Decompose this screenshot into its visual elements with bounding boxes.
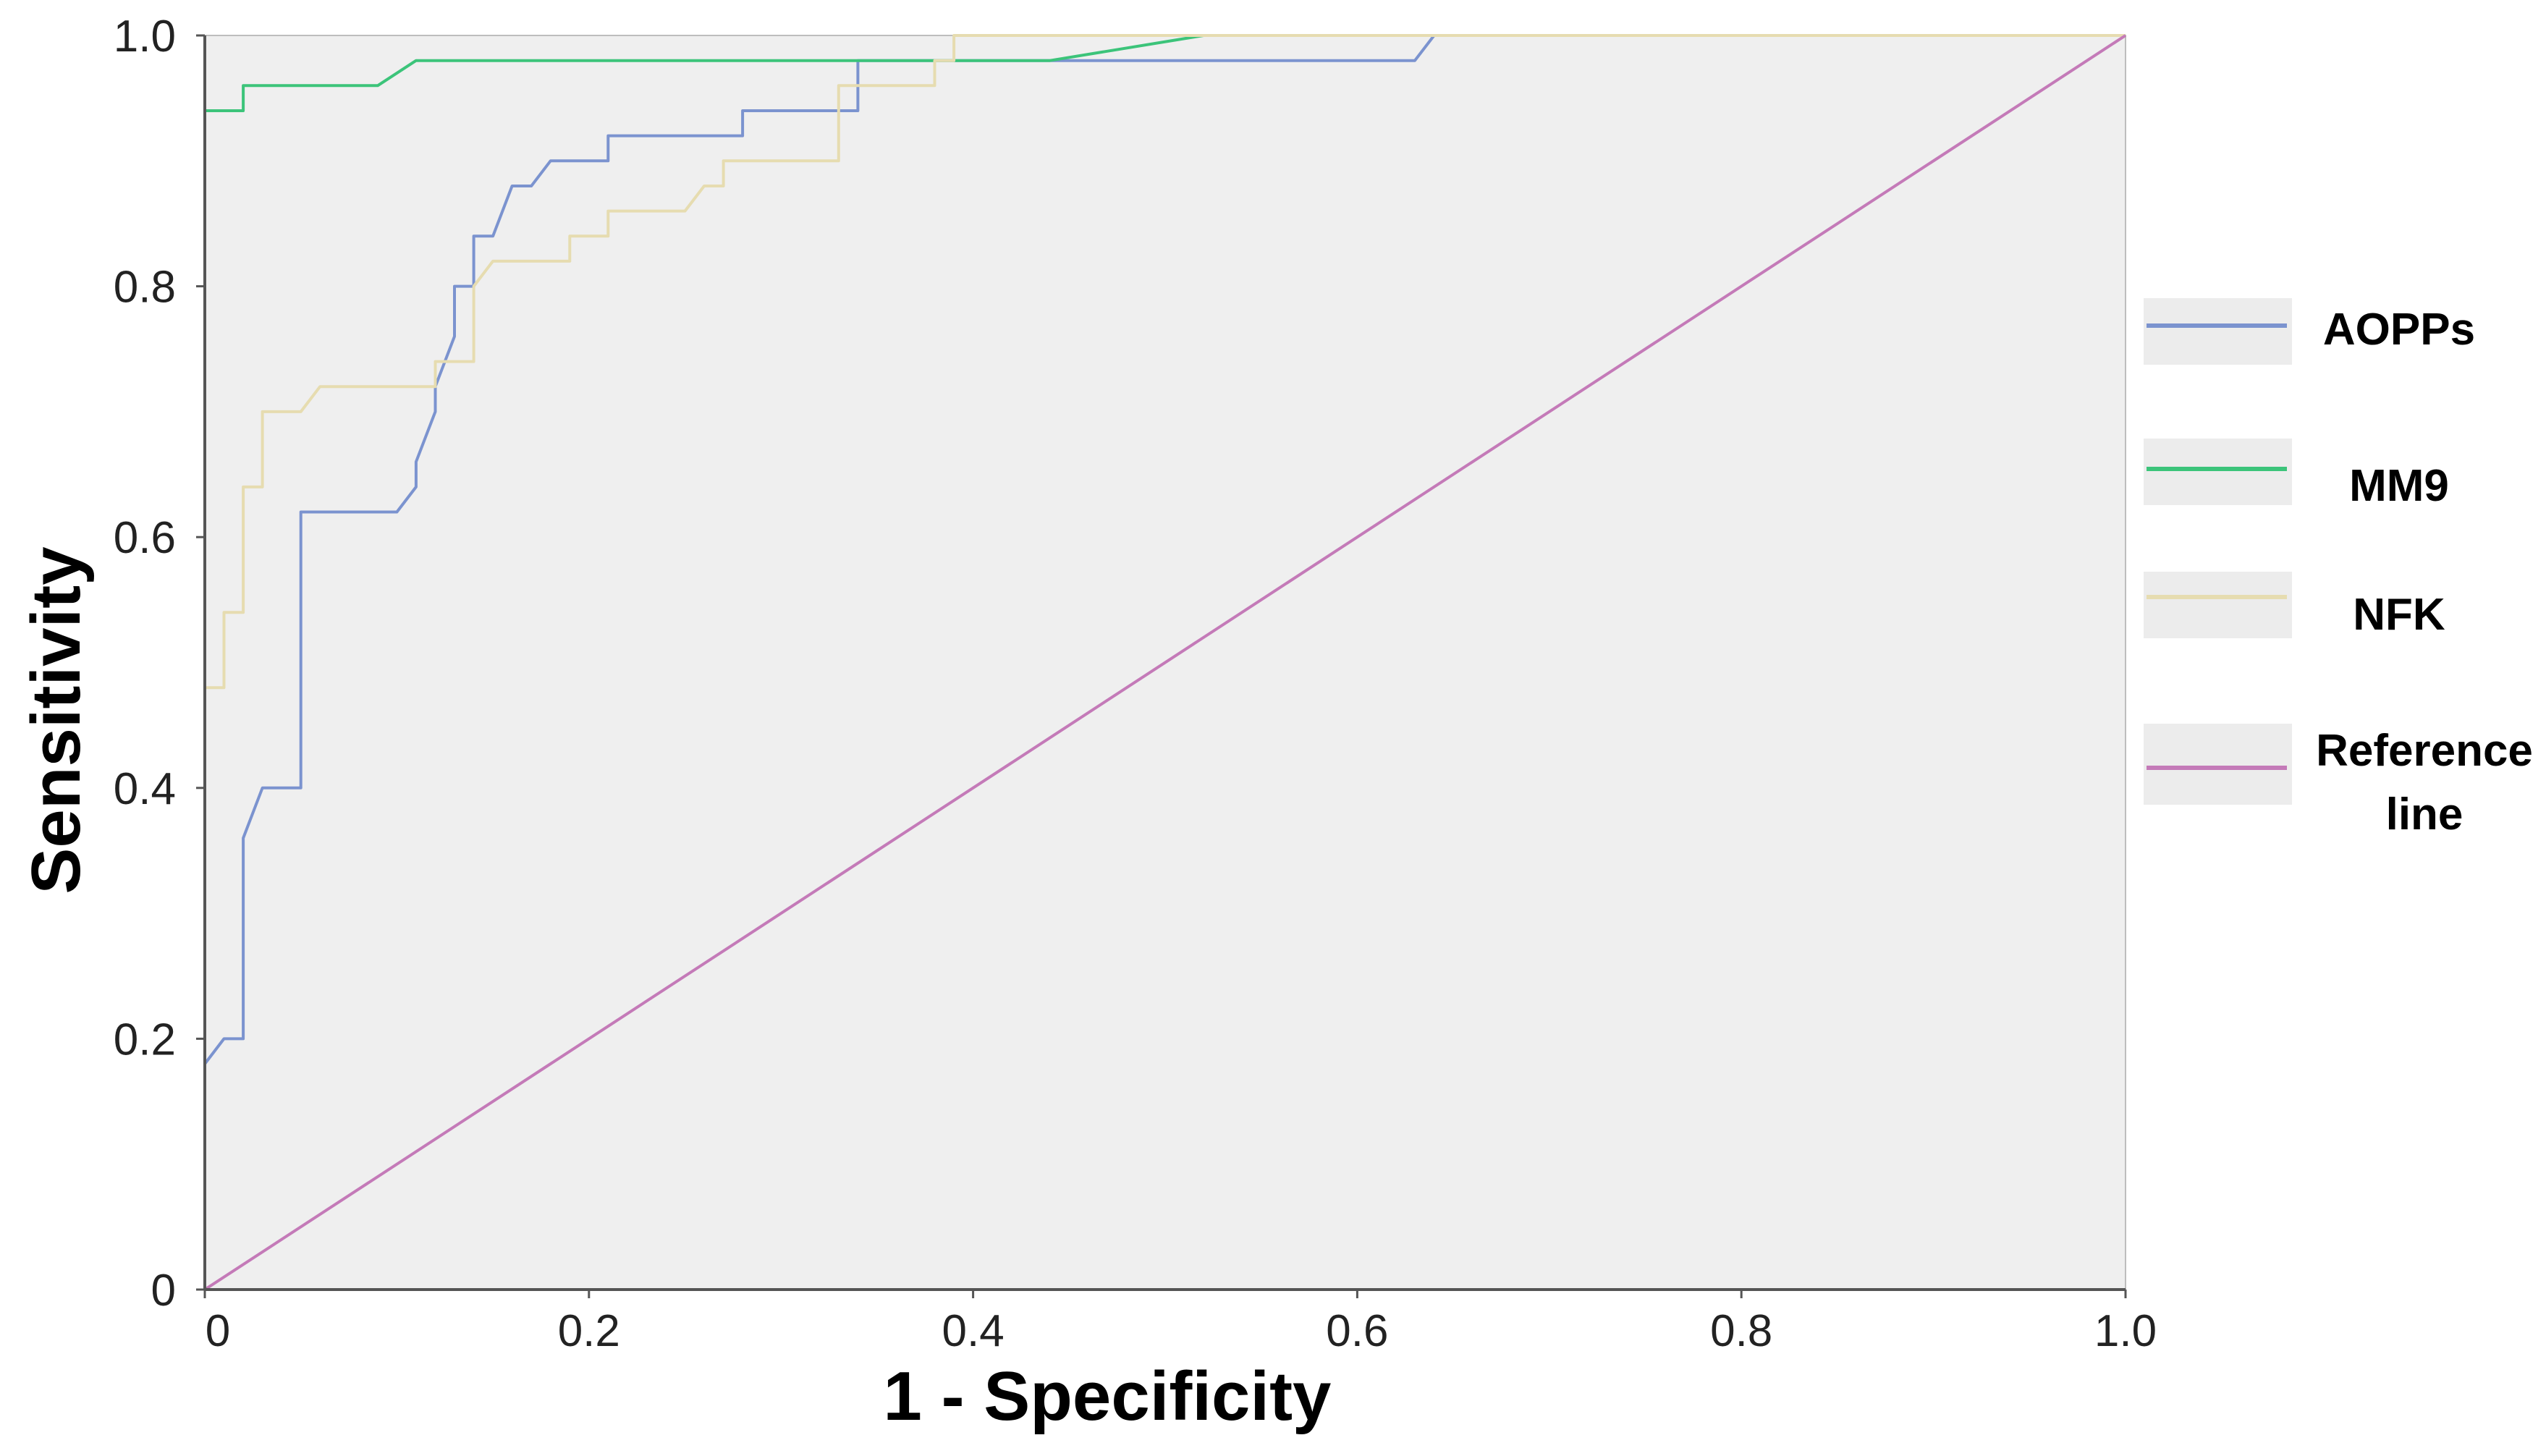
legend-label-mm9: MM9 (2349, 461, 2449, 511)
legend: AOPPs MM9 NFK Reference line (2144, 298, 2533, 839)
legend-label-reference-line: line (2386, 790, 2463, 839)
legend-item-aopps: AOPPs (2144, 298, 2475, 365)
legend-swatch-bg (2144, 439, 2292, 505)
y-tick-label: 0.8 (114, 263, 176, 313)
legend-item-mm9: MM9 (2144, 439, 2449, 511)
series-line-mm9 (205, 34, 2126, 112)
y-tick-label: 1.0 (114, 12, 176, 62)
legend-label-reference-line: Reference (2316, 726, 2533, 776)
y-tick-label: 0.6 (114, 513, 176, 563)
x-tick-label: 1.0 (2094, 1306, 2157, 1356)
legend-label-aopps: AOPPs (2323, 305, 2475, 355)
x-tick-label: 0.4 (942, 1306, 1004, 1356)
y-tick-label: 0.2 (114, 1015, 176, 1065)
legend-swatch-bg (2144, 724, 2292, 805)
x-axis-ticks: 0 0.2 0.4 0.6 0.8 1.0 (203, 1290, 2157, 1356)
legend-swatch-bg (2144, 572, 2292, 638)
x-tick-label: 0 (206, 1306, 230, 1356)
x-tick-label: 0.2 (558, 1306, 620, 1356)
y-tick-label: 0 (151, 1266, 176, 1316)
series-layer (203, 34, 2127, 1291)
legend-item-nfk: NFK (2144, 572, 2445, 640)
y-axis-ticks: 0 0.2 0.4 0.6 0.8 1.0 (114, 12, 205, 1316)
series-line-nfk (205, 34, 2126, 690)
legend-swatch-bg (2144, 298, 2292, 365)
y-tick-label: 0.4 (114, 764, 176, 814)
y-axis-title: Sensitivity (17, 546, 95, 894)
x-tick-label: 0.6 (1326, 1306, 1388, 1356)
legend-label-nfk: NFK (2353, 590, 2445, 640)
x-tick-label: 0.8 (1710, 1306, 1772, 1356)
x-axis-title: 1 - Specificity (884, 1358, 1332, 1435)
legend-item-reference-line: Reference line (2144, 724, 2533, 839)
series-line-reference-line (203, 34, 2127, 1291)
